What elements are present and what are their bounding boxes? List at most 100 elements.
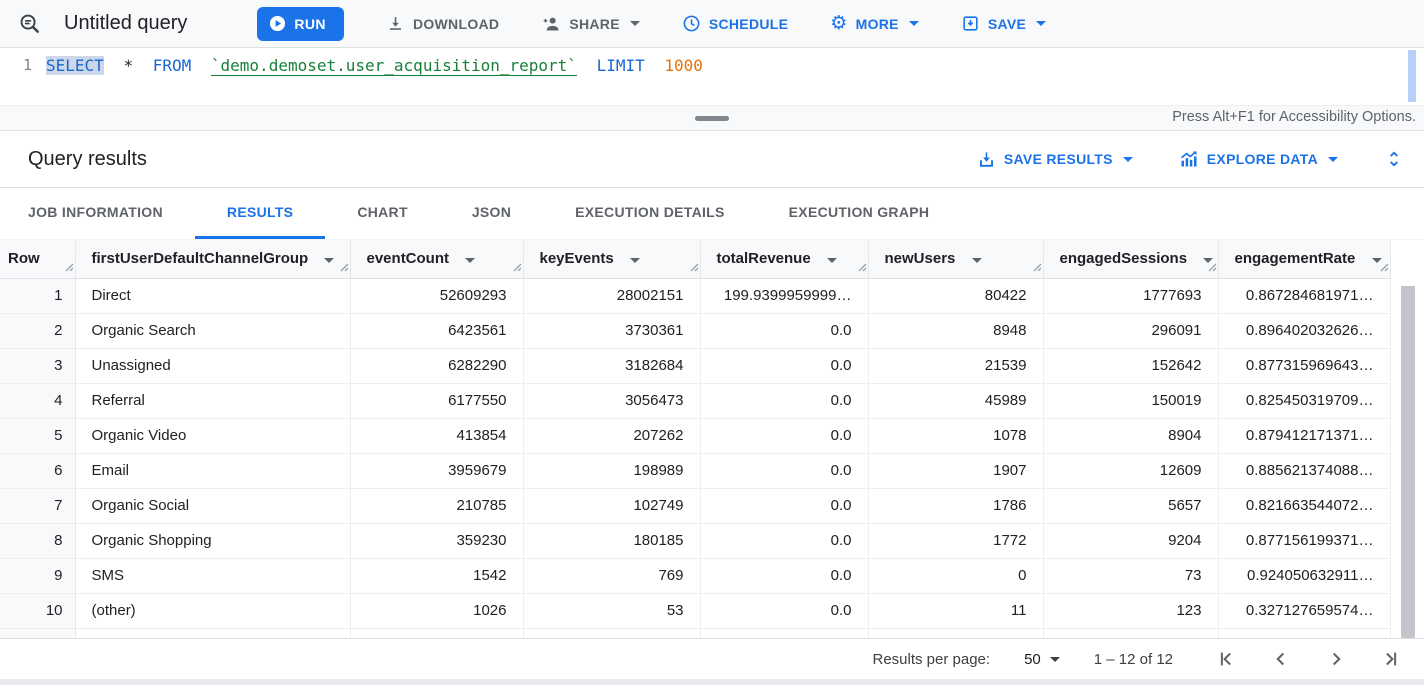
splitter-drag-handle[interactable]	[695, 116, 729, 121]
column-header-firstUserDefaultChannelGroup[interactable]: firstUserDefaultChannelGroup	[75, 240, 351, 279]
table-cell: 102749	[523, 488, 701, 524]
previous-page-button[interactable]	[1270, 648, 1292, 670]
table-cell: 0.0	[700, 418, 869, 454]
column-resize-grip[interactable]	[1033, 259, 1042, 276]
column-header-totalRevenue[interactable]: totalRevenue	[700, 240, 869, 279]
table-cell: 1777693	[1043, 278, 1219, 314]
column-menu-icon[interactable]	[1371, 258, 1382, 264]
bottom-strip	[0, 679, 1424, 685]
table-cell: 9204	[1043, 523, 1219, 559]
table-cell: 1786	[868, 488, 1044, 524]
sql-table-reference[interactable]: `demo.demoset.user_acquisition_report`	[210, 56, 577, 76]
column-menu-icon[interactable]	[971, 258, 982, 264]
column-header-newUsers[interactable]: newUsers	[868, 240, 1044, 279]
table-cell: 52609293	[350, 278, 524, 314]
tab-execution-graph[interactable]: EXECUTION GRAPH	[788, 204, 930, 220]
explore-data-button[interactable]: EXPLORE DATA	[1179, 149, 1338, 169]
tab-json[interactable]: JSON	[471, 204, 512, 220]
table-cell: 1542	[350, 558, 524, 594]
column-resize-grip[interactable]	[858, 259, 867, 276]
column-resize-grip[interactable]	[340, 259, 349, 276]
save-button[interactable]: SAVE	[961, 14, 1047, 33]
table-cell: Paid Social	[75, 628, 351, 638]
table-cell: 0.877315969643…	[1218, 348, 1391, 384]
table-cell: 180185	[523, 523, 701, 559]
results-tab-bar: JOB INFORMATION RESULTS CHART JSON EXECU…	[0, 188, 1424, 240]
column-menu-icon[interactable]	[465, 258, 476, 264]
play-icon	[269, 15, 286, 32]
tab-execution-details[interactable]: EXECUTION DETAILS	[575, 204, 725, 220]
row-number-cell: 11	[0, 628, 76, 638]
page-size-select[interactable]: 50	[1024, 651, 1060, 668]
column-header-eventCount[interactable]: eventCount	[350, 240, 524, 279]
table-cell: 0.0	[700, 313, 869, 349]
line-number: 1	[22, 56, 32, 74]
table-cell: Organic Social	[75, 488, 351, 524]
save-results-button[interactable]: SAVE RESULTS	[977, 150, 1133, 169]
table-cell: 28002151	[523, 278, 701, 314]
table-row: 10 (other) 1026 53 0.0 11 123 0.327127659574…	[0, 593, 1391, 629]
table-cell: 199.9399959999…	[700, 278, 869, 314]
table-cell: 0.0	[700, 348, 869, 384]
tab-results[interactable]: RESULTS	[194, 188, 326, 239]
column-resize-grip[interactable]	[690, 259, 699, 276]
table-cell: 0	[868, 628, 1044, 638]
column-header-keyEvents[interactable]: keyEvents	[523, 240, 701, 279]
table-vertical-scrollbar[interactable]	[1401, 286, 1415, 638]
chevron-down-icon	[1328, 156, 1338, 162]
table-cell: 1078	[868, 418, 1044, 454]
table-cell: 296091	[1043, 313, 1219, 349]
run-button[interactable]: RUN	[257, 6, 344, 41]
column-resize-grip[interactable]	[513, 259, 522, 276]
sql-code-line[interactable]: SELECT * FROM `demo.demoset.user_acquisi…	[46, 56, 703, 76]
column-resize-grip[interactable]	[1208, 259, 1217, 276]
table-cell: 0.0	[700, 453, 869, 489]
table-cell: 0.0	[700, 488, 869, 524]
table-cell: 80422	[868, 278, 1044, 314]
more-button[interactable]: ⚙ MORE	[830, 14, 919, 33]
table-cell: (other)	[75, 593, 351, 629]
table-cell: 0.924050632911…	[1218, 558, 1391, 594]
table-cell: 152642	[1043, 348, 1219, 384]
chevron-down-icon	[1122, 156, 1133, 162]
clock-icon	[682, 14, 701, 33]
column-resize-grip[interactable]	[65, 259, 74, 276]
table-cell: 6282290	[350, 348, 524, 384]
column-menu-icon[interactable]	[324, 258, 335, 264]
save-results-icon	[977, 150, 996, 169]
save-icon	[961, 14, 980, 33]
schedule-button[interactable]: SCHEDULE	[682, 14, 788, 33]
sql-editor[interactable]: 1 SELECT * FROM `demo.demoset.user_acqui…	[0, 48, 1424, 105]
table-row: 8 Organic Shopping 359230 180185 0.0 1772 9204…	[0, 523, 1391, 559]
table-cell: 0	[1043, 628, 1219, 638]
row-number-cell: 1	[0, 278, 76, 314]
table-cell: 0.327127659574…	[1218, 593, 1391, 629]
download-button[interactable]: DOWNLOAD	[386, 14, 499, 33]
first-page-button[interactable]	[1215, 648, 1237, 670]
column-menu-icon[interactable]	[826, 258, 837, 264]
table-cell: 1772	[868, 523, 1044, 559]
column-menu-icon[interactable]	[1203, 258, 1214, 264]
table-cell: 0.867284681971…	[1218, 278, 1391, 314]
table-row: 5 Organic Video 413854 207262 0.0 1078 8904 0.8…	[0, 418, 1391, 454]
table-row: 6 Email 3959679 198989 0.0 1907 12609 0.8856213…	[0, 453, 1391, 489]
share-button[interactable]: SHARE	[541, 14, 640, 34]
row-number-cell: 3	[0, 348, 76, 384]
tab-chart[interactable]: CHART	[357, 204, 408, 220]
tab-job-information[interactable]: JOB INFORMATION	[28, 204, 163, 220]
sql-star: *	[123, 56, 134, 75]
chevron-down-icon	[629, 21, 640, 26]
column-resize-grip[interactable]	[1380, 259, 1389, 276]
next-page-button[interactable]	[1325, 648, 1347, 670]
column-menu-icon[interactable]	[629, 258, 640, 264]
sql-keyword-select: SELECT	[46, 56, 104, 75]
expand-results-button[interactable]	[1384, 148, 1404, 170]
editor-scrollbar[interactable]	[1408, 50, 1416, 102]
last-page-button[interactable]	[1380, 648, 1402, 670]
table-cell: 769	[523, 558, 701, 594]
column-header-engagementRate[interactable]: engagementRate	[1218, 240, 1391, 279]
toolbar-actions: RUN DOWNLOAD SHARE	[257, 6, 1047, 41]
unfold-more-icon	[1384, 148, 1404, 170]
column-header-engagedSessions[interactable]: engagedSessions	[1043, 240, 1219, 279]
table-cell: 45989	[868, 383, 1044, 419]
